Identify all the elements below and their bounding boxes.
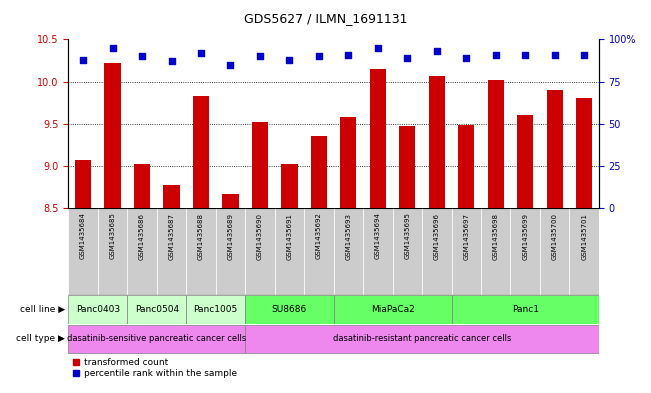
Bar [281, 164, 298, 208]
Bar [128, 296, 186, 324]
Text: SU8686: SU8686 [272, 305, 307, 314]
Point [372, 44, 383, 51]
Point [255, 53, 265, 59]
Bar [399, 126, 415, 208]
Point [314, 53, 324, 59]
Bar [334, 296, 452, 324]
Bar [547, 90, 563, 208]
Point [402, 55, 413, 61]
Text: GSM1435685: GSM1435685 [109, 213, 116, 259]
Bar [393, 208, 422, 295]
Text: GSM1435691: GSM1435691 [286, 213, 292, 260]
Point [579, 51, 589, 58]
Text: dasatinib-sensitive pancreatic cancer cells: dasatinib-sensitive pancreatic cancer ce… [67, 334, 247, 343]
Bar [422, 208, 452, 295]
Text: GDS5627 / ILMN_1691131: GDS5627 / ILMN_1691131 [243, 12, 408, 25]
Text: GSM1435686: GSM1435686 [139, 213, 145, 260]
Bar [104, 63, 120, 208]
Bar [68, 296, 128, 324]
Text: GSM1435684: GSM1435684 [80, 213, 86, 259]
Point [78, 57, 89, 63]
Text: GSM1435692: GSM1435692 [316, 213, 322, 259]
Text: GSM1435688: GSM1435688 [198, 213, 204, 260]
Text: cell line ▶: cell line ▶ [20, 305, 65, 314]
Bar [311, 136, 327, 208]
Bar [215, 208, 245, 295]
Bar [540, 208, 570, 295]
Point [549, 51, 560, 58]
Bar [452, 208, 481, 295]
Bar [510, 208, 540, 295]
Point [284, 57, 295, 63]
Bar [157, 208, 186, 295]
Point [432, 48, 442, 54]
Bar [68, 325, 245, 353]
Bar [429, 75, 445, 208]
Bar [334, 208, 363, 295]
Point [196, 50, 206, 56]
Bar [452, 296, 599, 324]
Bar [370, 69, 386, 208]
Text: Panc0403: Panc0403 [76, 305, 120, 314]
Bar [186, 208, 215, 295]
Text: GSM1435696: GSM1435696 [434, 213, 440, 260]
Point [343, 51, 353, 58]
Text: Panc0504: Panc0504 [135, 305, 179, 314]
Text: GSM1435687: GSM1435687 [169, 213, 174, 260]
Bar [223, 194, 238, 208]
Point [491, 51, 501, 58]
Bar [128, 208, 157, 295]
Point [520, 51, 531, 58]
Bar [275, 208, 304, 295]
Bar [252, 122, 268, 208]
Point [137, 53, 147, 59]
Bar [488, 80, 504, 208]
Text: GSM1435690: GSM1435690 [257, 213, 263, 260]
Bar [245, 325, 599, 353]
Bar [481, 208, 510, 295]
Bar [570, 208, 599, 295]
Bar [576, 98, 592, 208]
Bar [245, 296, 334, 324]
Point [166, 58, 176, 64]
Point [461, 55, 471, 61]
Bar [186, 296, 245, 324]
Bar [193, 96, 209, 208]
Text: GSM1435701: GSM1435701 [581, 213, 587, 260]
Legend: transformed count, percentile rank within the sample: transformed count, percentile rank withi… [73, 358, 237, 378]
Text: GSM1435694: GSM1435694 [375, 213, 381, 259]
Bar [458, 125, 475, 208]
Text: cell type ▶: cell type ▶ [16, 334, 65, 343]
Bar [68, 208, 98, 295]
Text: dasatinib-resistant pancreatic cancer cells: dasatinib-resistant pancreatic cancer ce… [333, 334, 511, 343]
Bar [304, 208, 333, 295]
Bar [134, 164, 150, 208]
Bar [340, 117, 357, 208]
Text: GSM1435700: GSM1435700 [551, 213, 558, 260]
Text: Panc1005: Panc1005 [193, 305, 238, 314]
Point [225, 61, 236, 68]
Text: GSM1435698: GSM1435698 [493, 213, 499, 260]
Text: GSM1435693: GSM1435693 [346, 213, 352, 260]
Text: GSM1435697: GSM1435697 [464, 213, 469, 260]
Bar [98, 208, 128, 295]
Text: Panc1: Panc1 [512, 305, 539, 314]
Text: MiaPaCa2: MiaPaCa2 [370, 305, 415, 314]
Bar [363, 208, 393, 295]
Text: GSM1435695: GSM1435695 [404, 213, 410, 259]
Bar [163, 185, 180, 208]
Point [107, 44, 118, 51]
Bar [75, 160, 91, 208]
Bar [517, 116, 533, 208]
Text: GSM1435689: GSM1435689 [227, 213, 234, 260]
Bar [245, 208, 275, 295]
Text: GSM1435699: GSM1435699 [522, 213, 528, 260]
